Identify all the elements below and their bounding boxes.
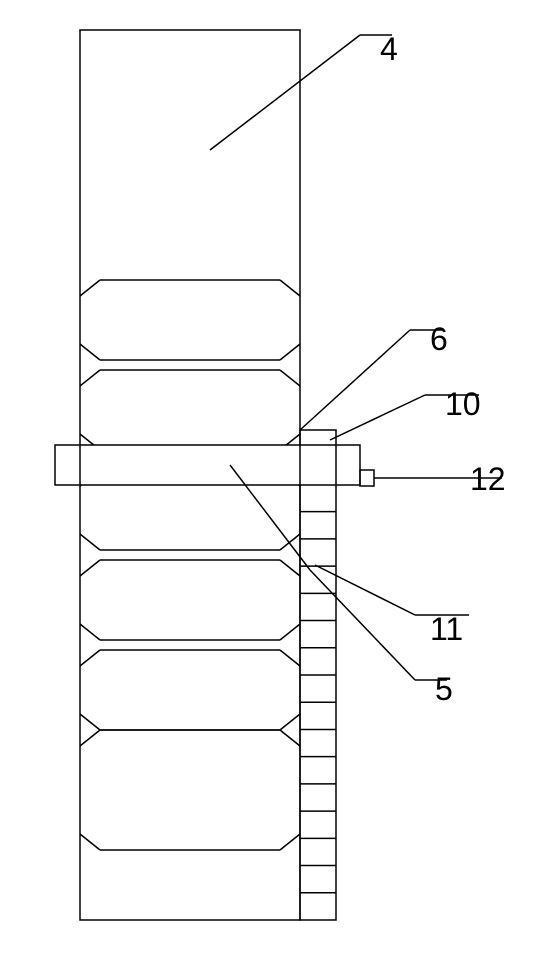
- svg-text:5: 5: [435, 671, 453, 707]
- svg-text:11: 11: [430, 611, 463, 647]
- technical-diagram-svg: 4 5 6 10 11 12: [0, 0, 558, 970]
- svg-text:10: 10: [445, 386, 481, 422]
- svg-text:6: 6: [430, 321, 448, 357]
- svg-text:4: 4: [380, 31, 398, 67]
- svg-text:12: 12: [470, 461, 506, 497]
- diagram-container: 4 5 6 10 11 12: [0, 0, 558, 970]
